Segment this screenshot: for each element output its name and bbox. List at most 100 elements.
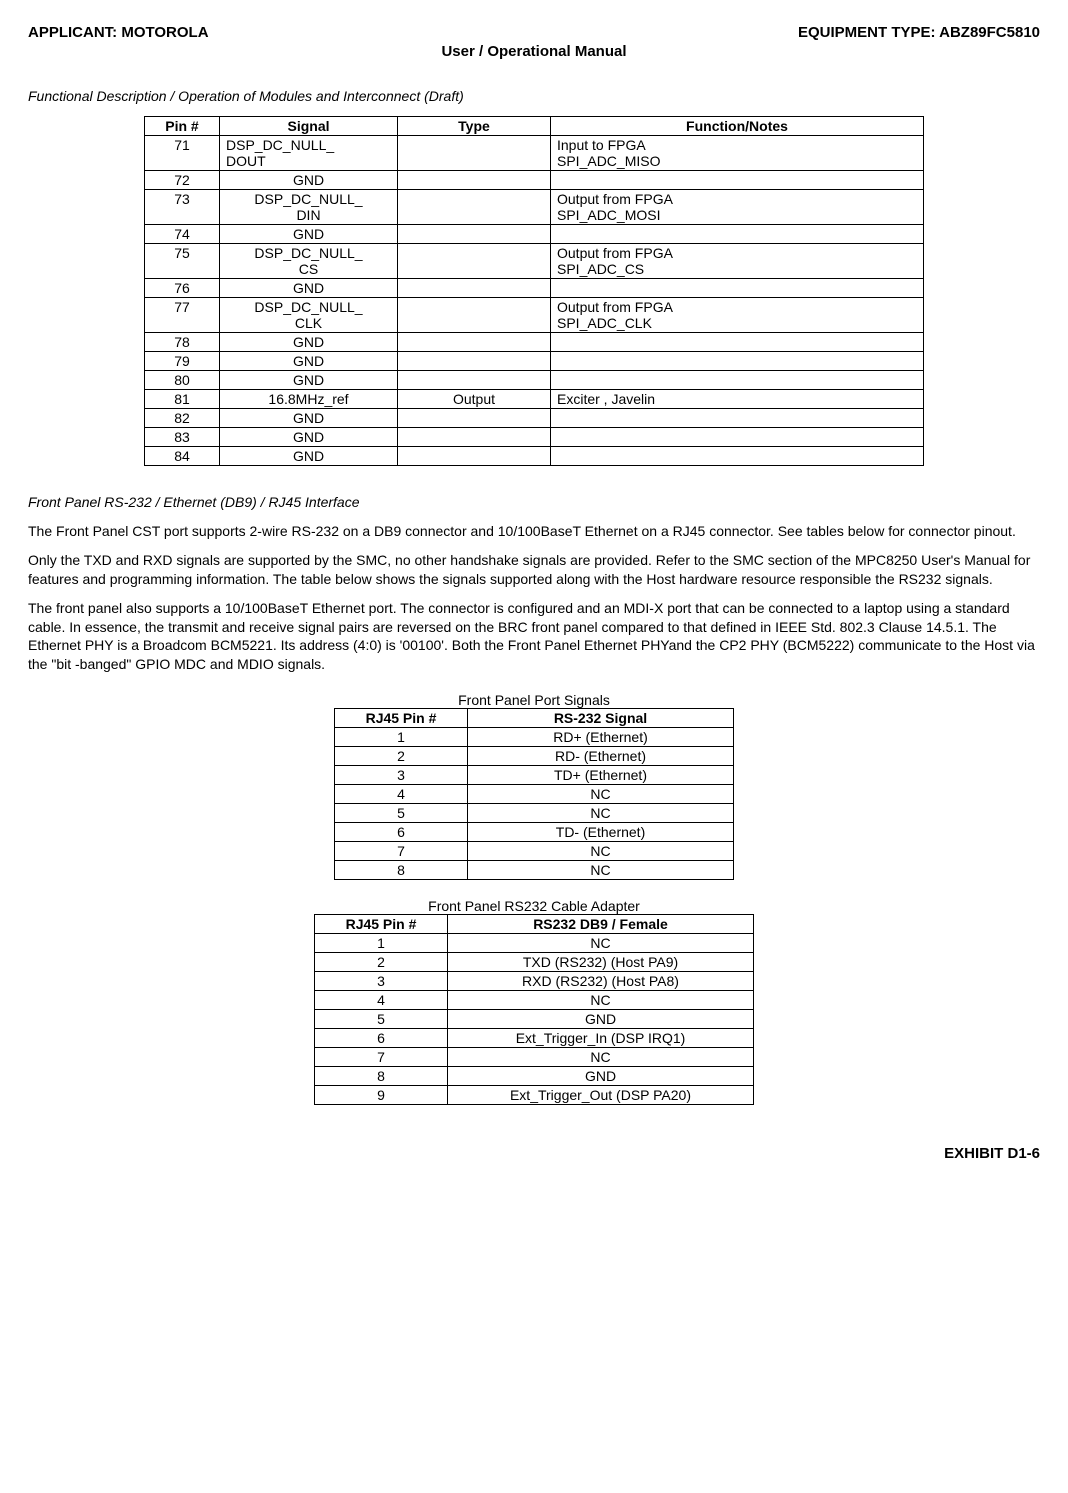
table-cell: RD- (Ethernet) bbox=[468, 747, 734, 766]
table-cell: 84 bbox=[145, 447, 220, 466]
table-row: 76GND bbox=[145, 279, 924, 298]
table-row: 8NC bbox=[335, 861, 734, 880]
th-rs232sig: RS-232 Signal bbox=[468, 709, 734, 728]
table-row: 78GND bbox=[145, 333, 924, 352]
table-row: 4NC bbox=[335, 785, 734, 804]
table-cell: GND bbox=[220, 371, 398, 390]
table-cell: Output from FPGASPI_ADC_CLK bbox=[551, 298, 924, 333]
table-cell: TXD (RS232) (Host PA9) bbox=[448, 953, 754, 972]
table-cell: 74 bbox=[145, 225, 220, 244]
pin-signal-table: Pin # Signal Type Function/Notes 71DSP_D… bbox=[144, 116, 924, 466]
table-cell bbox=[398, 333, 551, 352]
table-cell bbox=[551, 352, 924, 371]
paragraph-3: The front panel also supports a 10/100Ba… bbox=[28, 599, 1040, 675]
table-cell: NC bbox=[468, 842, 734, 861]
th-adp-rj45pin: RJ45 Pin # bbox=[315, 915, 448, 934]
table-cell: Exciter , Javelin bbox=[551, 390, 924, 409]
table-cell: 83 bbox=[145, 428, 220, 447]
applicant-label: APPLICANT: MOTOROLA bbox=[28, 24, 209, 41]
table-row: 5GND bbox=[315, 1010, 754, 1029]
table-cell: 7 bbox=[335, 842, 468, 861]
table-cell: 78 bbox=[145, 333, 220, 352]
table-cell: 4 bbox=[315, 991, 448, 1010]
table-cell bbox=[551, 409, 924, 428]
table-cell bbox=[551, 447, 924, 466]
paragraph-1: The Front Panel CST port supports 2-wire… bbox=[28, 522, 1040, 541]
table-row: 3TD+ (Ethernet) bbox=[335, 766, 734, 785]
table-cell bbox=[551, 333, 924, 352]
table-row: 6Ext_Trigger_In (DSP IRQ1) bbox=[315, 1029, 754, 1048]
table-row: 8116.8MHz_refOutputExciter , Javelin bbox=[145, 390, 924, 409]
table-row: 1RD+ (Ethernet) bbox=[335, 728, 734, 747]
table-cell: GND bbox=[220, 279, 398, 298]
table-cell bbox=[398, 447, 551, 466]
table-cell: GND bbox=[220, 428, 398, 447]
table-row: 5NC bbox=[335, 804, 734, 823]
th-rj45pin: RJ45 Pin # bbox=[335, 709, 468, 728]
table-cell: DSP_DC_NULL_DOUT bbox=[220, 136, 398, 171]
table-cell bbox=[398, 190, 551, 225]
table-cell: 2 bbox=[335, 747, 468, 766]
table-row: 73DSP_DC_NULL_DIN Output from FPGASPI_ADC… bbox=[145, 190, 924, 225]
table-cell: 8 bbox=[315, 1067, 448, 1086]
table-cell bbox=[551, 428, 924, 447]
th-func: Function/Notes bbox=[551, 117, 924, 136]
table-cell: 73 bbox=[145, 190, 220, 225]
table-row: 1NC bbox=[315, 934, 754, 953]
table-cell: 9 bbox=[315, 1086, 448, 1105]
table-cell bbox=[551, 225, 924, 244]
table-cell: GND bbox=[220, 225, 398, 244]
table-row: 2RD- (Ethernet) bbox=[335, 747, 734, 766]
rs232-cable-adapter-table: RJ45 Pin # RS232 DB9 / Female 1NC2TXD (R… bbox=[314, 914, 754, 1105]
table-cell: 5 bbox=[315, 1010, 448, 1029]
table-row: 2TXD (RS232) (Host PA9) bbox=[315, 953, 754, 972]
exhibit-footer: EXHIBIT D1-6 bbox=[28, 1145, 1040, 1162]
table-cell: TD+ (Ethernet) bbox=[468, 766, 734, 785]
equipment-label: EQUIPMENT TYPE: ABZ89FC5810 bbox=[798, 24, 1040, 41]
table-cell: NC bbox=[448, 991, 754, 1010]
table-cell: Ext_Trigger_Out (DSP PA20) bbox=[448, 1086, 754, 1105]
table-cell: 1 bbox=[335, 728, 468, 747]
section-heading-frontpanel: Front Panel RS-232 / Ethernet (DB9) / RJ… bbox=[28, 494, 1040, 510]
table-cell: 16.8MHz_ref bbox=[220, 390, 398, 409]
table-cell: RD+ (Ethernet) bbox=[468, 728, 734, 747]
table-cell: GND bbox=[220, 352, 398, 371]
table-cell: Output from FPGASPI_ADC_CS bbox=[551, 244, 924, 279]
table-cell: 6 bbox=[335, 823, 468, 842]
table-row: 75DSP_DC_NULL_CS Output from FPGASPI_ADC_… bbox=[145, 244, 924, 279]
table-cell: GND bbox=[448, 1010, 754, 1029]
front-panel-port-signals-table: RJ45 Pin # RS-232 Signal 1RD+ (Ethernet)… bbox=[334, 708, 734, 880]
table-row: 77DSP_DC_NULL_CLKOutput from FPGASPI_ADC… bbox=[145, 298, 924, 333]
table-cell: NC bbox=[468, 785, 734, 804]
table-cell: 80 bbox=[145, 371, 220, 390]
th-signal: Signal bbox=[220, 117, 398, 136]
table-cell: GND bbox=[220, 447, 398, 466]
table-row: 82GND bbox=[145, 409, 924, 428]
table-row: 74GND bbox=[145, 225, 924, 244]
table-cell: DSP_DC_NULL_CS bbox=[220, 244, 398, 279]
table-cell bbox=[398, 279, 551, 298]
table-cell: GND bbox=[448, 1067, 754, 1086]
table-row: 84GND bbox=[145, 447, 924, 466]
table-cell bbox=[398, 409, 551, 428]
table-cell: 3 bbox=[315, 972, 448, 991]
table-row: 79GND bbox=[145, 352, 924, 371]
table-cell bbox=[398, 428, 551, 447]
table-cell: DSP_DC_NULL_DIN bbox=[220, 190, 398, 225]
page-header: APPLICANT: MOTOROLA EQUIPMENT TYPE: ABZ8… bbox=[28, 24, 1040, 41]
table-row: 7NC bbox=[315, 1048, 754, 1067]
table-cell: 81 bbox=[145, 390, 220, 409]
adapter-table-caption: Front Panel RS232 Cable Adapter bbox=[28, 898, 1040, 914]
table-cell: Output bbox=[398, 390, 551, 409]
table-cell: Output from FPGASPI_ADC_MOSI bbox=[551, 190, 924, 225]
table-cell: 75 bbox=[145, 244, 220, 279]
table-row: 9Ext_Trigger_Out (DSP PA20) bbox=[315, 1086, 754, 1105]
table-cell: 3 bbox=[335, 766, 468, 785]
table-cell: NC bbox=[448, 934, 754, 953]
table-cell: NC bbox=[468, 861, 734, 880]
paragraph-2: Only the TXD and RXD signals are support… bbox=[28, 551, 1040, 589]
table-row: 71DSP_DC_NULL_DOUTInput to FPGASPI_ADC_M… bbox=[145, 136, 924, 171]
table-cell: 72 bbox=[145, 171, 220, 190]
table-cell: 76 bbox=[145, 279, 220, 298]
table-row: 7NC bbox=[335, 842, 734, 861]
